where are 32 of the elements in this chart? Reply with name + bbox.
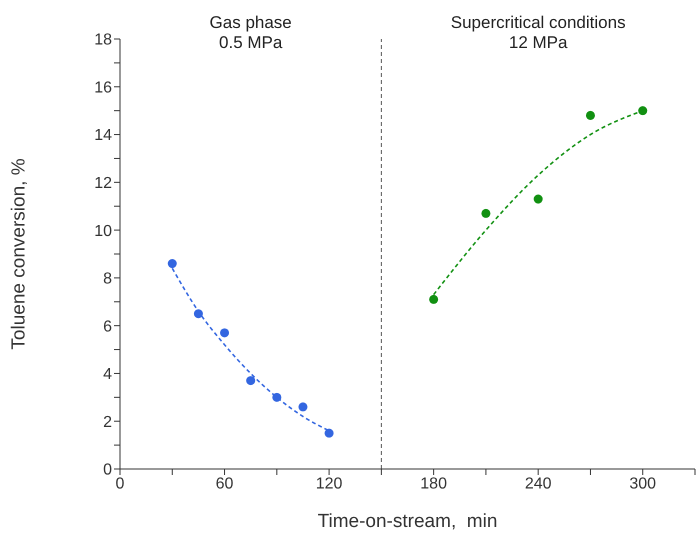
point [220,328,230,338]
point [324,428,334,438]
y-tick-label: 16 [94,79,112,96]
point [586,110,595,120]
point [638,106,648,116]
point [272,392,282,402]
y-tick-label: 18 [94,32,112,49]
y-tick-label: 10 [94,222,112,240]
annotation: Supercritical conditions 12 MPa [450,13,627,53]
point [534,194,543,204]
annotation: Gas phase 0.5 MPa [208,13,293,53]
point [481,208,490,218]
point [168,259,177,268]
x-tick-label: 240 [524,475,552,492]
point [429,294,438,304]
y-tick-label: 4 [103,366,112,384]
x-tick-label: 180 [420,475,448,492]
y-tick-label: 8 [103,270,112,288]
y-tick-label: 14 [94,127,112,144]
y-tick-label: 0 [103,462,112,479]
point [246,376,256,386]
y-tick-label: 12 [94,175,112,192]
y-axis-title: Toluene conversion, % [8,158,30,350]
y-tick-label: 2 [103,414,112,431]
x-tick-label: 0 [116,475,125,492]
x-tick-label: 300 [629,475,656,492]
y-tick-label: 6 [103,318,112,336]
point [194,309,203,318]
point [298,402,308,412]
x-axis-title: Time-on-stream, min [316,511,498,533]
x-tick-label: 60 [216,475,234,492]
x-tick-label: 120 [316,475,343,492]
